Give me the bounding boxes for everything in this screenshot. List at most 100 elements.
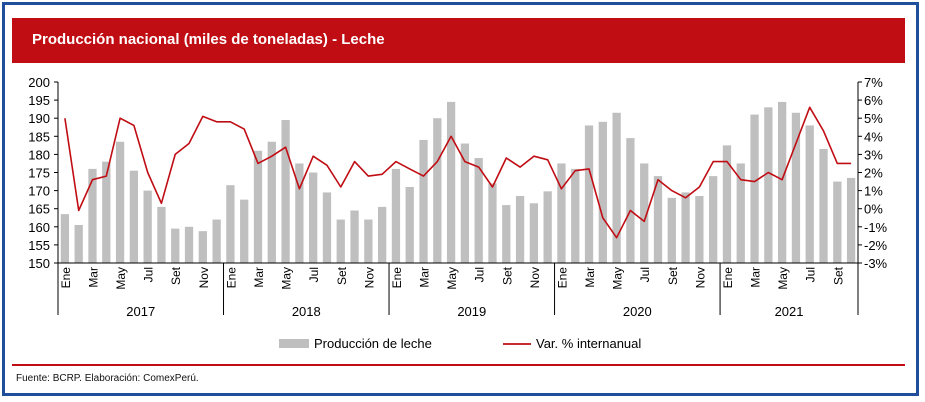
- bar: [226, 185, 235, 263]
- bar: [529, 203, 538, 263]
- x-tick-label: Jul: [142, 267, 156, 282]
- bar: [764, 107, 773, 263]
- bar: [750, 114, 759, 263]
- y-left-tick-label: 150: [28, 256, 50, 271]
- bar: [557, 163, 566, 263]
- y-left-tick-label: 175: [28, 166, 50, 181]
- x-tick-label: Set: [169, 266, 183, 285]
- x-tick-label: Ene: [224, 267, 238, 289]
- x-tick-label: May: [776, 267, 790, 290]
- y-left-tick-label: 165: [28, 202, 50, 217]
- bar: [198, 231, 207, 263]
- x-tick-label: Mar: [418, 267, 432, 288]
- x-tick-label: Nov: [197, 267, 211, 288]
- title-bar: Producción nacional (miles de toneladas)…: [12, 18, 905, 63]
- y-right-tick-label: -3%: [864, 256, 888, 271]
- x-tick-label: Set: [500, 266, 514, 285]
- x-tick-label: Jul: [307, 267, 321, 282]
- y-left-tick-label: 195: [28, 93, 50, 108]
- bar: [433, 118, 442, 263]
- x-tick-label: Ene: [390, 267, 404, 289]
- bar: [350, 210, 359, 263]
- y-right-tick-label: 0%: [864, 202, 883, 217]
- source-note: Fuente: BCRP. Elaboración: ComexPerú.: [16, 373, 199, 384]
- y-right-tick-label: -1%: [864, 220, 888, 235]
- x-tick-label: Jul: [804, 267, 818, 282]
- bar: [515, 196, 525, 263]
- x-tick-label: Ene: [555, 267, 569, 289]
- y-left-tick-label: 180: [28, 147, 50, 162]
- bar: [640, 163, 649, 263]
- x-tick-label: Mar: [749, 267, 763, 288]
- y-right-tick-label: 1%: [864, 184, 883, 199]
- bar: [253, 150, 263, 263]
- bar: [667, 197, 676, 263]
- bar: [212, 219, 221, 263]
- bar: [405, 186, 414, 263]
- y-right-tick-label: 7%: [864, 75, 883, 90]
- bar: [846, 177, 856, 263]
- year-label: 2020: [623, 304, 652, 319]
- bar: [598, 121, 607, 263]
- x-tick-label: Ene: [721, 267, 735, 289]
- bar: [446, 101, 456, 263]
- bar: [722, 145, 732, 263]
- bar: [833, 181, 842, 263]
- bar: [184, 226, 194, 263]
- legend-swatch-bars: [279, 339, 309, 348]
- x-tick-label: Set: [335, 266, 349, 285]
- bar: [709, 176, 718, 263]
- bar: [240, 199, 249, 263]
- x-tick-label: Mar: [583, 267, 597, 288]
- bar: [322, 192, 332, 263]
- bar: [474, 158, 483, 263]
- chart-title: Producción nacional (miles de toneladas)…: [32, 31, 385, 48]
- x-tick-label: Nov: [362, 267, 376, 288]
- bar: [681, 192, 690, 263]
- y-right-tick-label: 6%: [864, 93, 883, 108]
- line-series-var-interanual: [64, 106, 852, 239]
- bar: [543, 191, 552, 263]
- x-tick-label: May: [280, 267, 294, 290]
- y-left-tick-label: 200: [28, 75, 50, 90]
- bar: [74, 224, 83, 263]
- bar: [626, 138, 635, 263]
- legend-label-bars: Producción de leche: [314, 336, 432, 351]
- x-tick-label: Nov: [528, 267, 542, 288]
- x-tick-label: Jul: [473, 267, 487, 282]
- bar: [60, 214, 70, 263]
- bar: [115, 141, 125, 263]
- x-tick-label: May: [114, 267, 128, 290]
- y-right-tick-label: 3%: [864, 147, 883, 162]
- bar: [295, 163, 304, 263]
- bar: [695, 196, 704, 263]
- y-right-tick-label: 2%: [864, 166, 883, 181]
- x-tick-label: Jul: [638, 267, 652, 282]
- x-tick-label: Ene: [59, 267, 73, 289]
- x-tick-label: Mar: [86, 267, 100, 288]
- bar: [281, 120, 290, 263]
- bar: [736, 163, 745, 263]
- x-tick-label: Nov: [693, 267, 707, 288]
- bar: [805, 125, 814, 263]
- bar: [488, 183, 497, 263]
- footer-divider: [12, 364, 905, 366]
- bar: [653, 176, 663, 263]
- legend-label-line: Var. % internanual: [536, 336, 641, 351]
- bar: [378, 206, 387, 263]
- year-label: 2021: [775, 304, 804, 319]
- x-tick-label: May: [445, 267, 459, 290]
- bar: [584, 125, 594, 263]
- y-left-tick-label: 155: [28, 238, 50, 253]
- bar: [102, 161, 111, 263]
- bar: [88, 168, 97, 263]
- bar: [819, 148, 828, 263]
- y-right-tick-label: 4%: [864, 129, 883, 144]
- bar: [612, 112, 621, 264]
- bar: [364, 219, 373, 263]
- y-left-tick-label: 160: [28, 220, 50, 235]
- bar: [171, 228, 180, 263]
- y-left-tick-label: 170: [28, 184, 50, 199]
- y-right-tick-label: 5%: [864, 111, 883, 126]
